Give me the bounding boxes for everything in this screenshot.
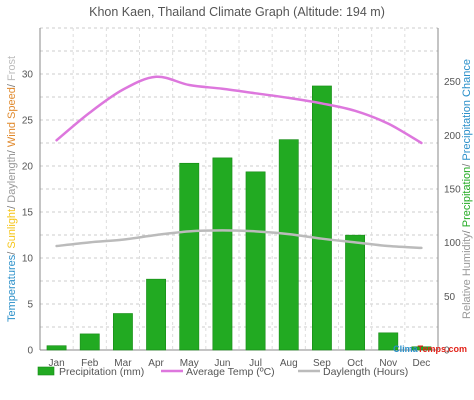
month-tick-label: Apr [148, 358, 164, 369]
precipitation-bar [79, 333, 100, 351]
legend-label: Daylength (Hours) [323, 366, 408, 378]
precipitation-bar [311, 85, 332, 351]
right-axis-title-part: / [461, 161, 473, 167]
left-axis-title-part: Temperatures [6, 254, 18, 322]
right-axis-title-part: Precipitation [461, 167, 473, 228]
precipitation-bar [245, 171, 266, 351]
left-tick-label: 30 [22, 70, 34, 81]
right-axis-title: Relative Humidity/ Precipitation/ Precip… [461, 59, 473, 319]
right-tick-label: 100 [444, 238, 461, 249]
left-axis-title-part: / [6, 81, 18, 87]
month-tick-label: Dec [413, 358, 431, 369]
left-tick-label: 10 [22, 254, 34, 265]
left-axis-title-part: Daylength [6, 153, 18, 203]
left-tick-label: 0 [27, 346, 33, 357]
right-tick-label: 250 [444, 77, 461, 88]
right-tick-label: 200 [444, 131, 461, 142]
left-axis-title-part: Sunlight [6, 209, 18, 249]
left-tick-label: 20 [22, 162, 34, 173]
chart-title: Khon Kaen, Thailand Climate Graph (Altit… [89, 5, 385, 19]
grid-layer [39, 27, 439, 351]
right-axis-title-part: Relative Humidity [461, 233, 473, 319]
left-axis-title-part: / [6, 249, 18, 255]
brand-logo: ClimaTemps.com [393, 344, 467, 354]
brand-temps: Temps.com [418, 344, 467, 354]
month-tick-label: Jul [249, 358, 262, 369]
left-axis-title-part: Wind Speed [6, 87, 18, 147]
month-tick-label: Nov [379, 358, 397, 369]
month-tick-label: Mar [114, 358, 132, 369]
left-axis-title-part: / [6, 147, 18, 153]
precipitation-bar [146, 278, 167, 351]
average-temp-line [55, 75, 423, 145]
right-tick-label: 0 [444, 346, 450, 357]
left-tick-label: 15 [22, 208, 34, 219]
right-tick-label: 150 [444, 185, 461, 196]
month-tick-label: Feb [81, 358, 99, 369]
legend-label: Precipitation (mm) [59, 366, 144, 378]
brand-clima: Clima [393, 344, 419, 354]
month-tick-label: May [180, 358, 199, 369]
precipitation-bar [212, 157, 233, 351]
daylength-line [55, 229, 423, 250]
series-lines [55, 75, 423, 250]
month-tick-label: Sep [313, 358, 331, 369]
left-axis-title-part: Frost [6, 56, 18, 81]
month-tick-label: Jun [214, 358, 230, 369]
right-axis-title-part: Precipitation Chance [461, 59, 473, 161]
precipitation-bar [46, 345, 67, 351]
precipitation-bar [112, 313, 133, 351]
month-tick-label: Jan [49, 358, 65, 369]
precipitation-bar [345, 234, 366, 351]
right-axis-title-part: / [461, 227, 473, 233]
month-tick-label: Aug [280, 358, 298, 369]
month-tick-label: Oct [347, 358, 363, 369]
left-axis-title-part: / [6, 203, 18, 209]
right-tick-label: 50 [444, 292, 456, 303]
legend-label: Average Temp (ºC) [186, 366, 275, 378]
precipitation-bar [179, 162, 200, 351]
left-axis-title: Temperatures/ Sunlight/ Daylength/ Wind … [6, 56, 18, 322]
precipitation-bar [278, 139, 299, 351]
left-tick-label: 25 [22, 116, 34, 127]
left-tick-label: 5 [27, 300, 33, 311]
legend-swatch-precipitation [37, 366, 55, 376]
precipitation-bar [411, 346, 432, 351]
legend: Precipitation (mm) Average Temp (ºC) Dayle… [37, 366, 408, 378]
axes-layer: 0 5 10 15 20 25 30 0 50 100 150 200 250 Jan Feb Mar Apr M… [6, 56, 473, 369]
precipitation-bar [378, 332, 399, 351]
precipitation-bars [46, 85, 432, 351]
